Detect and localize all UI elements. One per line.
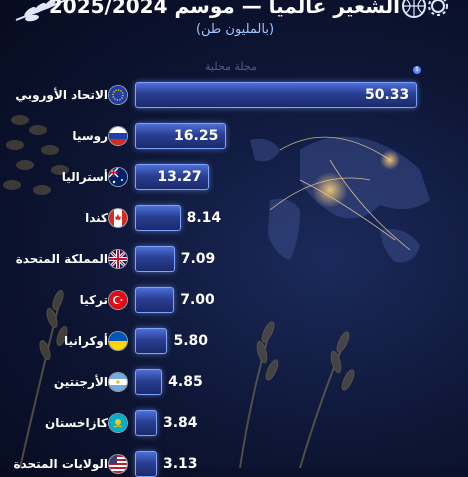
- bar: [135, 328, 168, 354]
- category-label: كندا: [85, 211, 108, 225]
- category-label: أستراليا: [61, 170, 108, 184]
- value-label: 5.80: [173, 333, 209, 349]
- value-label: 8.14: [186, 210, 222, 226]
- grain-pile: [3, 115, 69, 195]
- globe-gear-icon: [402, 0, 448, 18]
- flag-eu-icon: [109, 86, 127, 104]
- value-label: 7.09: [180, 251, 216, 267]
- flag-argentina-icon: [109, 373, 127, 391]
- value-label: 3.13: [163, 456, 198, 472]
- header: الشعير عالميا — موسم 2025/2024 (بالمليون…: [0, 0, 468, 48]
- flag-turkey-icon: [109, 291, 127, 309]
- category-label: روسيا: [72, 129, 108, 143]
- flag-usa-icon: [109, 455, 127, 473]
- chart-title: الشعير عالميا — موسم 2025/2024: [48, 0, 400, 18]
- value-label: 50.33: [365, 87, 410, 103]
- map-glow: [380, 150, 400, 170]
- value-label: 13.27: [157, 169, 202, 185]
- value-label: 3.84: [163, 415, 198, 431]
- wheat-stalks: [19, 290, 355, 468]
- flag-canada-icon: [109, 209, 127, 227]
- value-label: 4.85: [168, 374, 203, 390]
- bar: [135, 451, 157, 477]
- category-label: أوكرانيا: [63, 334, 108, 348]
- category-label: الولايات المتحدة: [13, 457, 108, 471]
- bar: [135, 205, 181, 231]
- bar: [135, 287, 175, 313]
- map-glow: [312, 172, 348, 208]
- chart-subtitle: (بالمليون طن): [195, 22, 275, 37]
- bar: [135, 164, 210, 190]
- bar: [135, 246, 175, 272]
- value-label: 7.00: [180, 292, 215, 308]
- category-label: الاتحاد الأوروبي: [15, 88, 108, 102]
- bar: [135, 82, 417, 108]
- bar: [135, 123, 227, 149]
- flag-kazakhstan-icon: [109, 414, 127, 432]
- category-label: الأرجنتين: [53, 375, 108, 389]
- bar: [135, 369, 163, 395]
- category-label: تركيا: [79, 293, 108, 307]
- category-label: المملكة المتحدة: [15, 252, 108, 266]
- flag-uk-icon: [109, 250, 127, 268]
- flag-russia-icon: [109, 127, 127, 145]
- watermark-logo: مجلة محلية: [205, 60, 257, 73]
- marker-dot: $: [413, 66, 421, 74]
- flag-australia-icon: [109, 168, 127, 186]
- bar: [135, 410, 157, 436]
- flag-ukraine-icon: [109, 332, 127, 350]
- wheat-icon: [15, 0, 67, 22]
- value-label: 16.25: [174, 128, 219, 144]
- category-label: كازاخستان: [44, 416, 108, 430]
